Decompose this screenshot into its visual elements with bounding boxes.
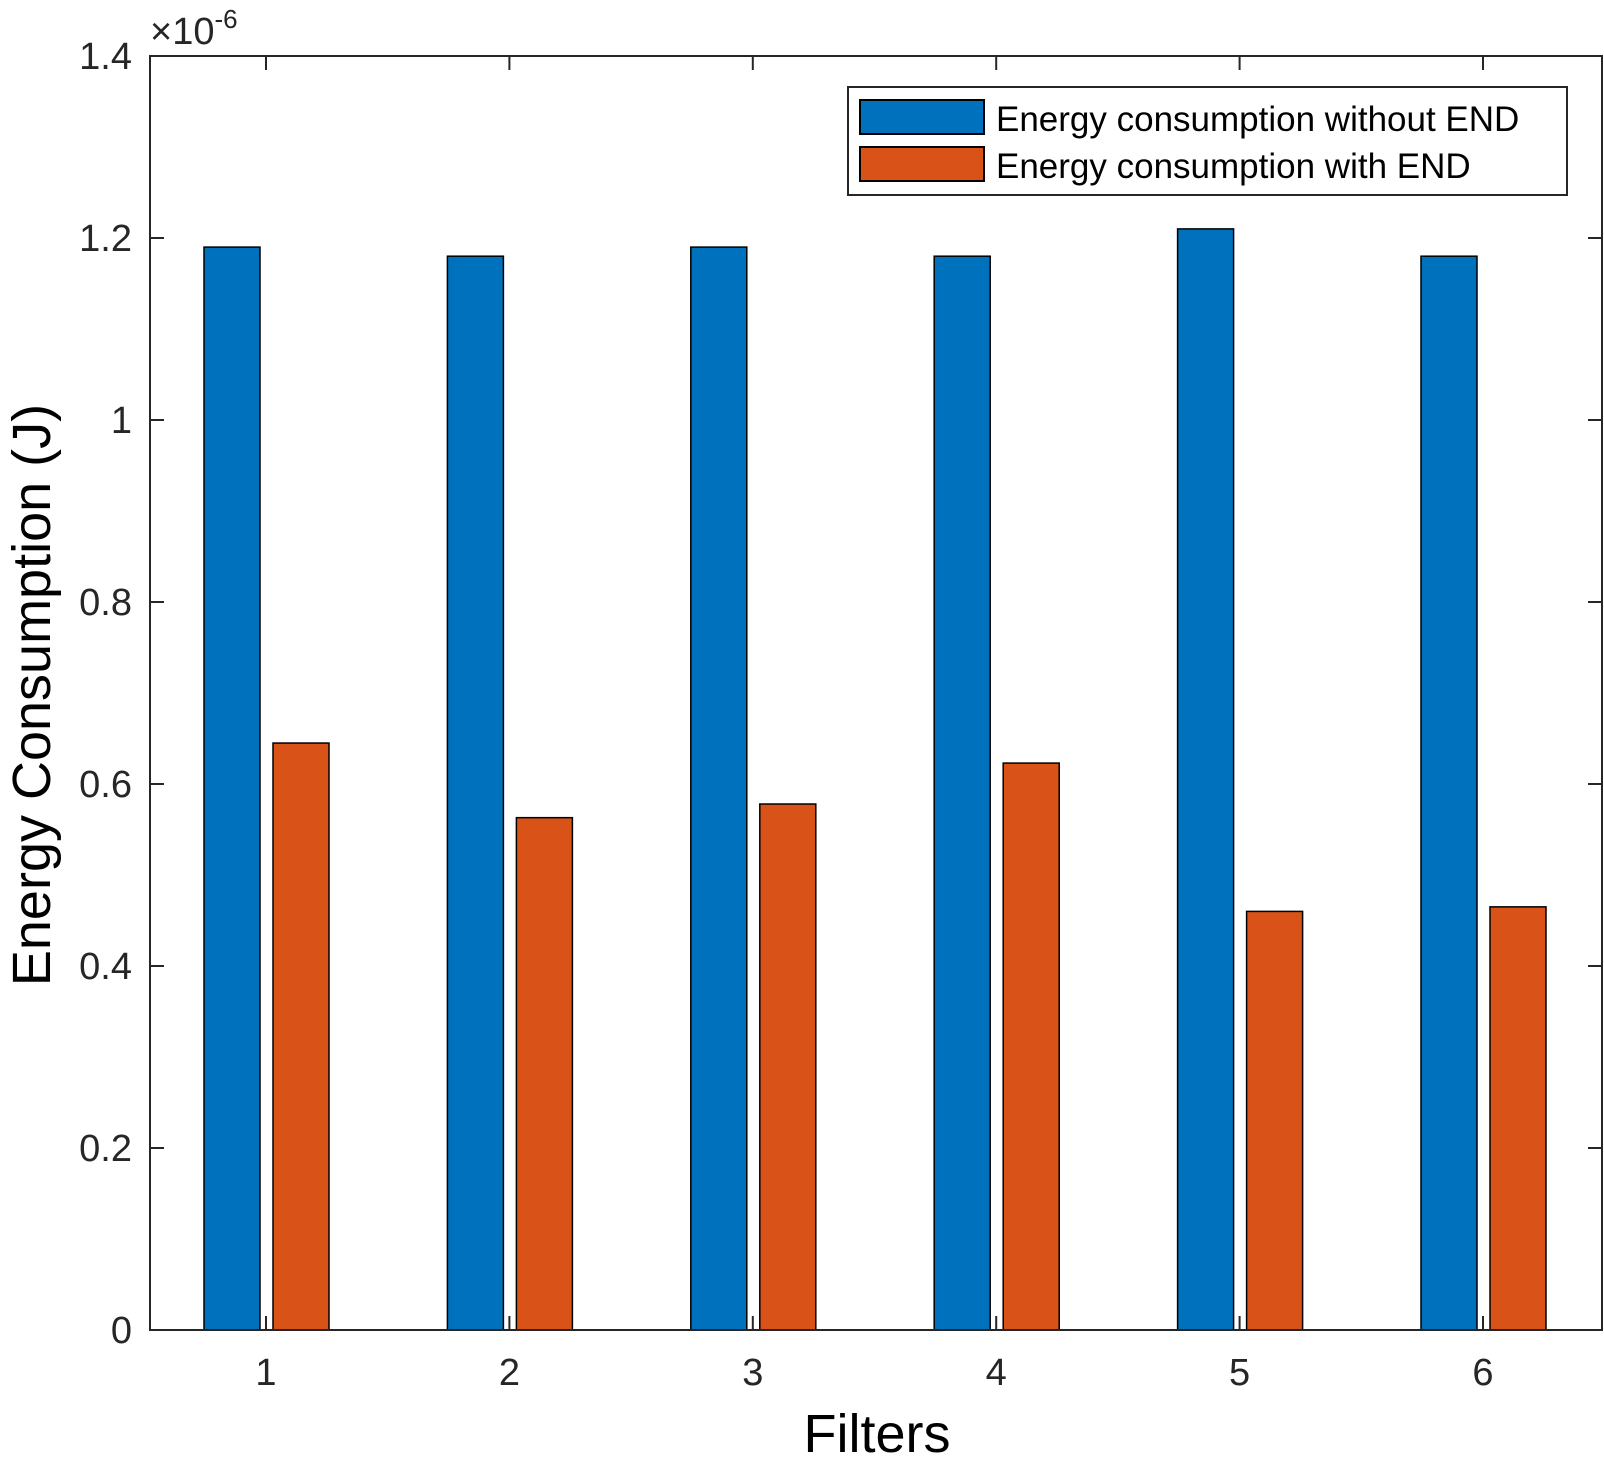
- bar-without-end-filter-2: [446, 255, 505, 1331]
- x-axis: 1 2 3 4 5 6: [255, 56, 1494, 1394]
- y-axis-title: Energy Consumption (J): [2, 404, 62, 986]
- bar-without-end-filter-6: [1420, 255, 1478, 1331]
- plot-area-frame: [149, 55, 1603, 1331]
- bar-with-end-filter-3: [759, 803, 817, 1331]
- legend-label-with-end: Energy consumption with END: [996, 147, 1471, 186]
- y-tick-label: 0.2: [79, 1128, 132, 1170]
- y-tick-label: 1.2: [79, 218, 132, 260]
- x-tick-label: 4: [986, 1352, 1007, 1394]
- bar-without-end-filter-5: [1176, 228, 1235, 1331]
- y-tick-label: 1.4: [79, 36, 132, 78]
- x-tick-label: 2: [499, 1352, 520, 1394]
- bar-without-end-filter-3: [690, 246, 748, 1331]
- x-axis-title: Filters: [804, 1404, 951, 1459]
- y-tick-label: 0.4: [79, 946, 132, 988]
- bar-with-end-filter-5: [1245, 910, 1304, 1331]
- x-tick-label: 3: [742, 1352, 763, 1394]
- y-exponent-power: -6: [214, 4, 237, 34]
- x-tick-label: 1: [255, 1352, 276, 1394]
- y-tick-label: 0.6: [79, 764, 132, 806]
- y-axis: 0 0.2 0.4 0.6 0.8 1 1.2 1.4: [79, 36, 1602, 1352]
- bar-with-end-filter-2: [515, 816, 574, 1331]
- x-tick-label: 6: [1472, 1352, 1493, 1394]
- bar-with-end-filter-4: [1002, 762, 1060, 1331]
- y-tick-label: 1: [111, 400, 132, 442]
- bar-with-end-filter-6: [1489, 906, 1547, 1331]
- y-axis-exponent: ×10-6: [150, 4, 238, 53]
- bar-without-end-filter-1: [203, 246, 261, 1331]
- bar-with-end-filter-1: [272, 742, 330, 1331]
- y-tick-label: 0: [111, 1310, 132, 1352]
- legend: Energy consumption without END Energy co…: [847, 86, 1568, 196]
- x-tick-label: 5: [1229, 1352, 1250, 1394]
- legend-swatch-with-end: [859, 146, 985, 182]
- y-exponent-base: ×10: [150, 11, 214, 53]
- legend-swatch-without-end: [859, 99, 985, 135]
- y-tick-label: 0.8: [79, 582, 132, 624]
- bars-group: [203, 228, 1547, 1331]
- legend-label-without-end: Energy consumption without END: [996, 100, 1519, 139]
- bar-without-end-filter-4: [933, 255, 991, 1331]
